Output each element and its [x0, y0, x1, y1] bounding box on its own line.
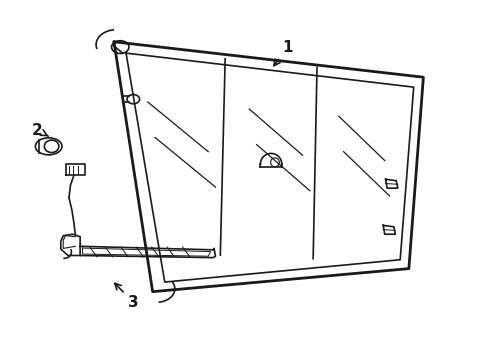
Text: 1: 1: [273, 40, 293, 66]
Text: 3: 3: [115, 283, 138, 310]
Text: 2: 2: [32, 123, 48, 138]
